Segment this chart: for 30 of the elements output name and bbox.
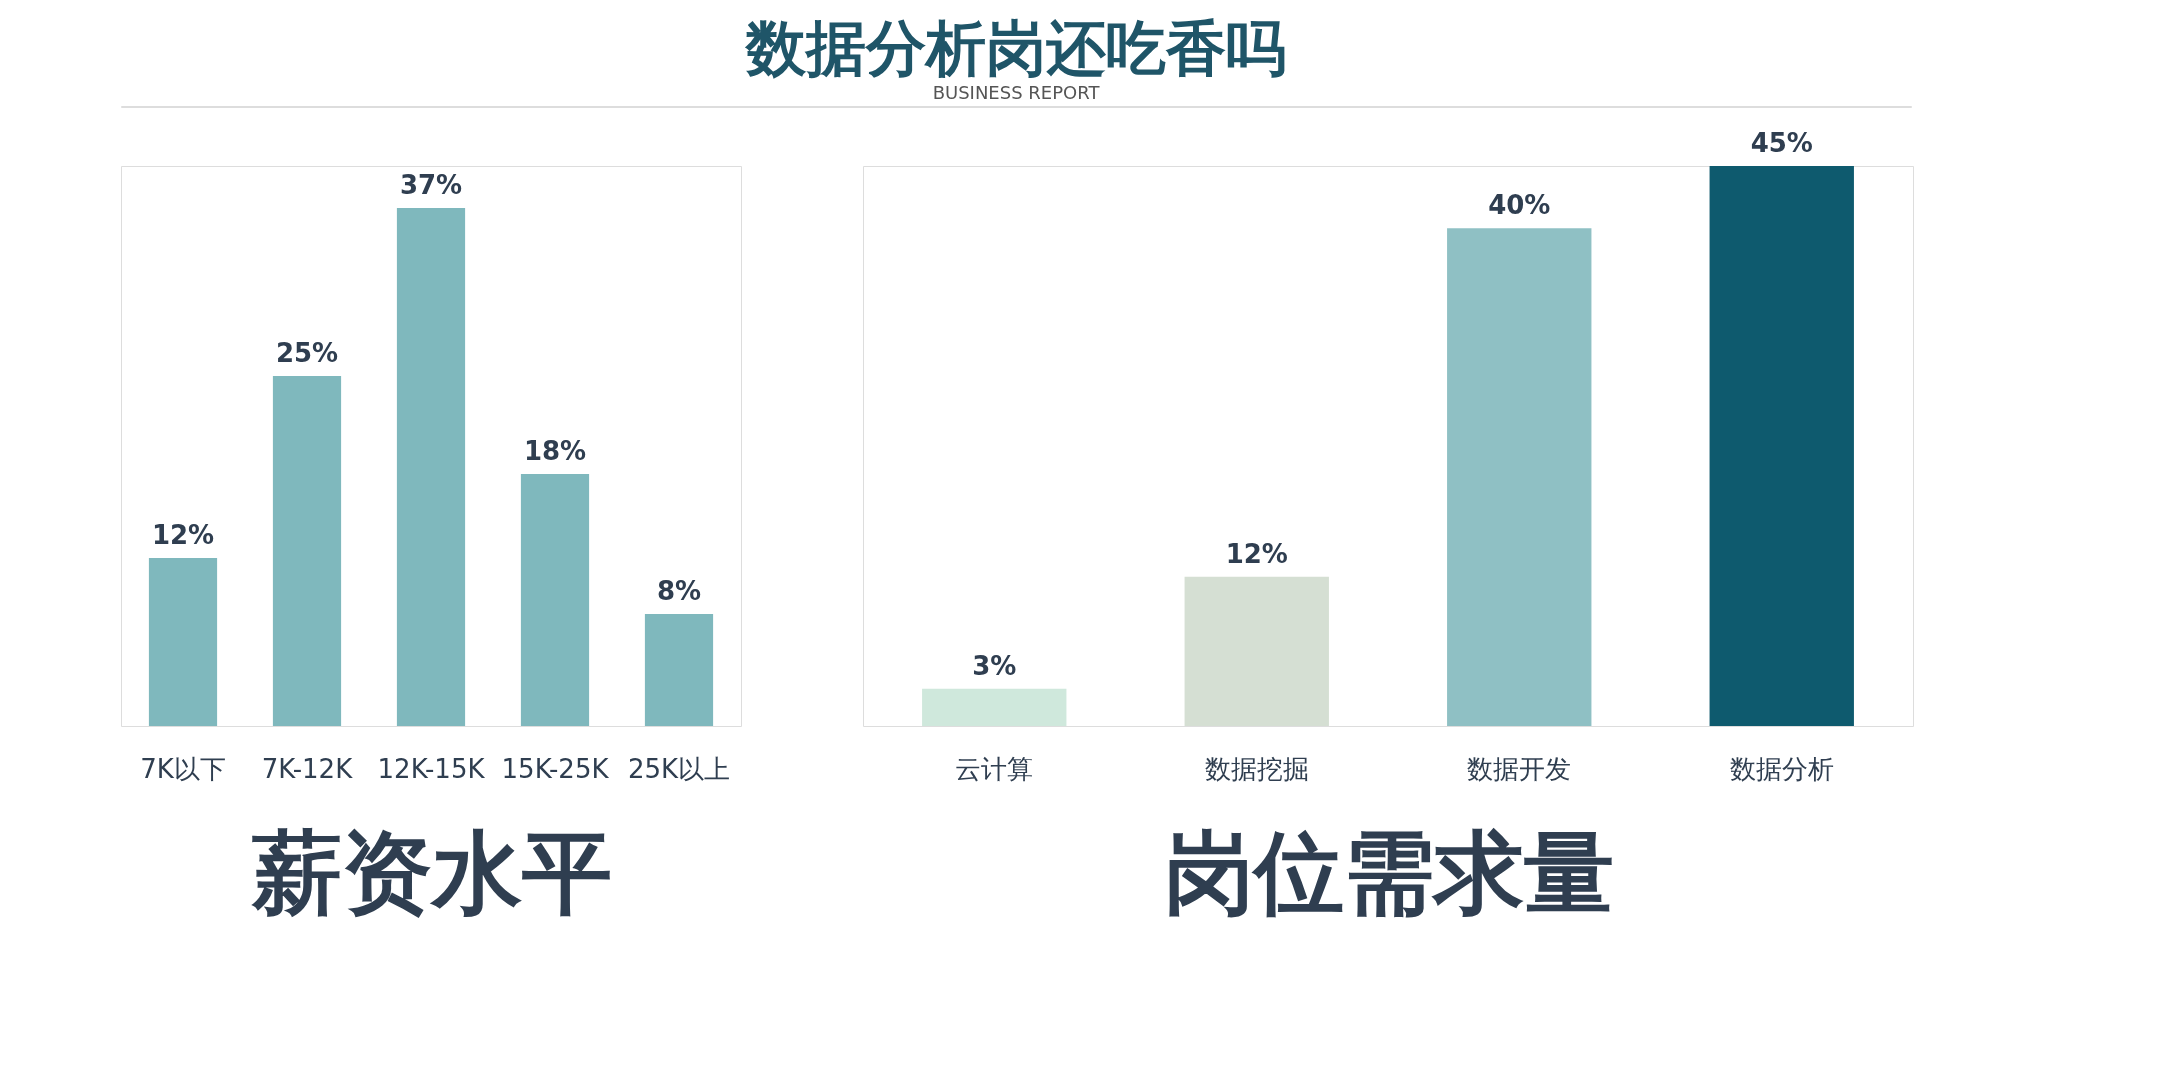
x-tick-label: 数据分析 xyxy=(1729,753,1834,784)
x-tick-label: 7K以下 xyxy=(140,753,226,784)
bar xyxy=(148,558,218,726)
x-tick-label: 云计算 xyxy=(955,753,1034,784)
bar xyxy=(396,208,466,726)
text: BUSINESS REPORT xyxy=(932,81,1101,103)
x-tick-label: 15K-25K xyxy=(501,753,610,784)
data-label: 18% xyxy=(523,436,587,466)
bar xyxy=(520,474,590,726)
x-tick-label: 25K以上 xyxy=(627,753,731,784)
text: 数据分析岗还吃香吗 xyxy=(744,12,1286,83)
bar xyxy=(272,376,342,726)
x-axis-title: 岗位需求量 xyxy=(1163,819,1614,925)
x-tick-label: 数据挖掘 xyxy=(1204,753,1309,784)
x-tick-label: 数据开发 xyxy=(1467,753,1572,784)
data-label: 40% xyxy=(1488,190,1551,221)
data-label: 3% xyxy=(972,650,1017,681)
x-axis-title: 薪资水平 xyxy=(250,819,612,925)
bar xyxy=(1447,228,1592,726)
bar xyxy=(1709,166,1854,726)
data-label: 45% xyxy=(1750,128,1813,158)
x-tick-label: 7K-12K xyxy=(261,753,354,784)
bar xyxy=(644,614,714,726)
data-label: 12% xyxy=(1225,538,1288,569)
data-label: 12% xyxy=(151,520,215,550)
data-label: 25% xyxy=(275,338,339,368)
data-label: 8% xyxy=(656,576,702,606)
x-tick-label: 12K-15K xyxy=(377,753,486,784)
data-label: 37% xyxy=(399,170,463,200)
bar xyxy=(922,688,1067,726)
